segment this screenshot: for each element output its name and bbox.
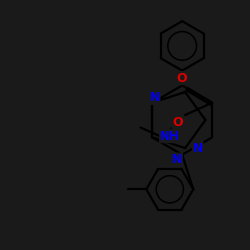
Text: N: N xyxy=(192,142,203,154)
Text: N: N xyxy=(172,153,182,166)
Text: NH: NH xyxy=(160,130,180,142)
Text: O: O xyxy=(176,72,186,85)
Text: N: N xyxy=(150,91,160,104)
Text: O: O xyxy=(172,116,183,129)
